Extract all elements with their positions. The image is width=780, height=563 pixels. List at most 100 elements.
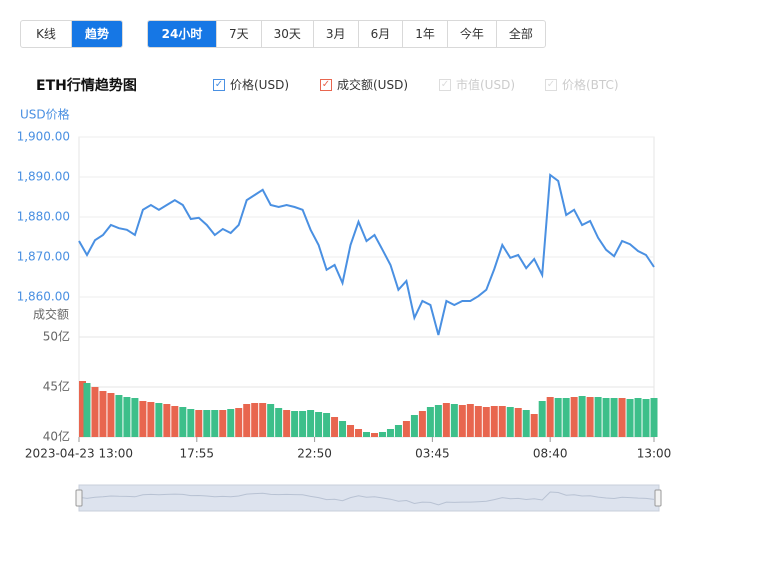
- y2-tick-label: 40亿: [43, 429, 70, 444]
- volume-bar: [83, 383, 91, 437]
- range-tab[interactable]: 6月: [359, 21, 404, 47]
- volume-bar: [370, 433, 378, 437]
- y-tick-label: 1,890.00: [17, 170, 70, 184]
- volume-bar: [107, 393, 115, 437]
- range-tab[interactable]: 全部: [508, 27, 533, 41]
- volume-bar: [418, 411, 426, 437]
- legend-label: 价格(BTC): [562, 78, 619, 92]
- volume-bar: [283, 410, 291, 437]
- volume-bar: [243, 404, 251, 437]
- volume-bar: [179, 407, 187, 437]
- legend-checkbox: ✓: [213, 78, 225, 91]
- navigator-line: [78, 491, 655, 506]
- navigator: [78, 484, 660, 512]
- volume-bar: [458, 405, 466, 437]
- volume-bar: [442, 403, 450, 437]
- volume-bar: [187, 409, 195, 437]
- plot-frame: [78, 136, 655, 438]
- volume-bar: [514, 408, 522, 437]
- volume-bar: [251, 403, 259, 437]
- x-tick-label: 03:45: [415, 447, 450, 461]
- volume-bar: [410, 415, 418, 437]
- volume-bar: [450, 404, 458, 437]
- volume-bar: [426, 407, 434, 437]
- y-axis-label: USD价格: [20, 107, 70, 122]
- volume-bar: [315, 412, 323, 437]
- volume-bar: [522, 410, 530, 437]
- volume-bar: [634, 398, 642, 437]
- volume-bar: [506, 407, 514, 437]
- volume-bar: [291, 411, 299, 437]
- x-tick-label: 22:50: [297, 447, 332, 461]
- volume-bar: [171, 406, 179, 437]
- y-tick-label: 1,900.00: [17, 130, 70, 144]
- y-tick-label: 1,870.00: [17, 250, 70, 264]
- legend-label: 价格(USD): [230, 78, 290, 92]
- y2-tick-label: 50亿: [43, 329, 70, 344]
- legend-item[interactable]: ✓ 成交额(USD): [320, 76, 408, 93]
- volume-bar: [195, 410, 203, 437]
- volume-bar: [115, 395, 123, 437]
- volume-bar: [363, 432, 370, 437]
- volume-bar: [530, 414, 538, 437]
- range-tab[interactable]: 7天: [217, 21, 262, 47]
- volume-bar: [307, 410, 315, 437]
- price-line: [78, 173, 655, 336]
- range-tab[interactable]: 今年: [448, 21, 497, 47]
- y-tick-label: 1,860.00: [17, 290, 70, 304]
- volume-bar: [434, 405, 442, 437]
- navigator-handle: [75, 489, 83, 507]
- volume-bar: [323, 413, 331, 437]
- volume-bar: [131, 398, 139, 437]
- volume-bar: [339, 421, 347, 437]
- mode-tab[interactable]: 趋势: [72, 21, 122, 47]
- legend-checkbox: ✓: [320, 78, 332, 91]
- legend-item[interactable]: ✓ 价格(BTC): [545, 76, 619, 93]
- volume-bar: [259, 403, 267, 437]
- volume-bar: [386, 429, 394, 437]
- y-tick-label: 1,880.00: [17, 210, 70, 224]
- volume-bar: [275, 408, 283, 437]
- range-tab[interactable]: 30天: [262, 21, 314, 47]
- volume-bar: [562, 398, 570, 437]
- x-tick-label: 2023-04-23 13:00: [25, 447, 133, 461]
- volume-bar: [227, 409, 235, 437]
- volume-bar: [163, 404, 171, 437]
- x-tick-label: 08:40: [533, 447, 568, 461]
- x-tick-label: 13:00: [637, 447, 672, 461]
- volume-bar: [466, 404, 474, 437]
- volume-bar: [219, 410, 227, 437]
- volume-bar: [578, 396, 586, 437]
- volume-bar: [267, 404, 275, 437]
- volume-bar: [538, 401, 546, 437]
- volume-bar: [91, 387, 99, 437]
- legend-item[interactable]: ✓ 价格(USD): [213, 76, 289, 93]
- volume-bar: [626, 399, 634, 437]
- volume-bar: [618, 398, 626, 437]
- volume-bar: [642, 399, 650, 437]
- range-tab[interactable]: 1年: [403, 21, 448, 47]
- volume-bar: [554, 398, 562, 437]
- mode-tab[interactable]: K线: [21, 21, 72, 47]
- volume-bar: [299, 411, 307, 437]
- volume-bar: [99, 391, 107, 437]
- legend-label: 成交额(USD): [337, 78, 409, 92]
- volume-bar: [490, 406, 498, 437]
- chart-title: ETH行情趋势图: [36, 78, 137, 94]
- volume-bar: [546, 397, 554, 437]
- range-tabs: 24小时 7天 30天 3月 6月 1年 今年 全部: [147, 20, 546, 48]
- volume-bar: [498, 406, 506, 437]
- x-tick-label: 17:55: [179, 447, 214, 461]
- legend-checkbox: ✓: [439, 78, 451, 91]
- y2-axis-label: 成交额: [33, 307, 69, 322]
- volume-bar: [155, 403, 163, 437]
- volume-bar: [211, 410, 219, 437]
- legend-item[interactable]: ✓ 市值(USD): [439, 76, 515, 93]
- range-tab[interactable]: 3月: [314, 21, 359, 47]
- volume-bar: [347, 425, 355, 437]
- volume-bar: [402, 421, 410, 437]
- range-tab[interactable]: 24小时: [148, 21, 217, 47]
- volume-bar: [594, 397, 602, 437]
